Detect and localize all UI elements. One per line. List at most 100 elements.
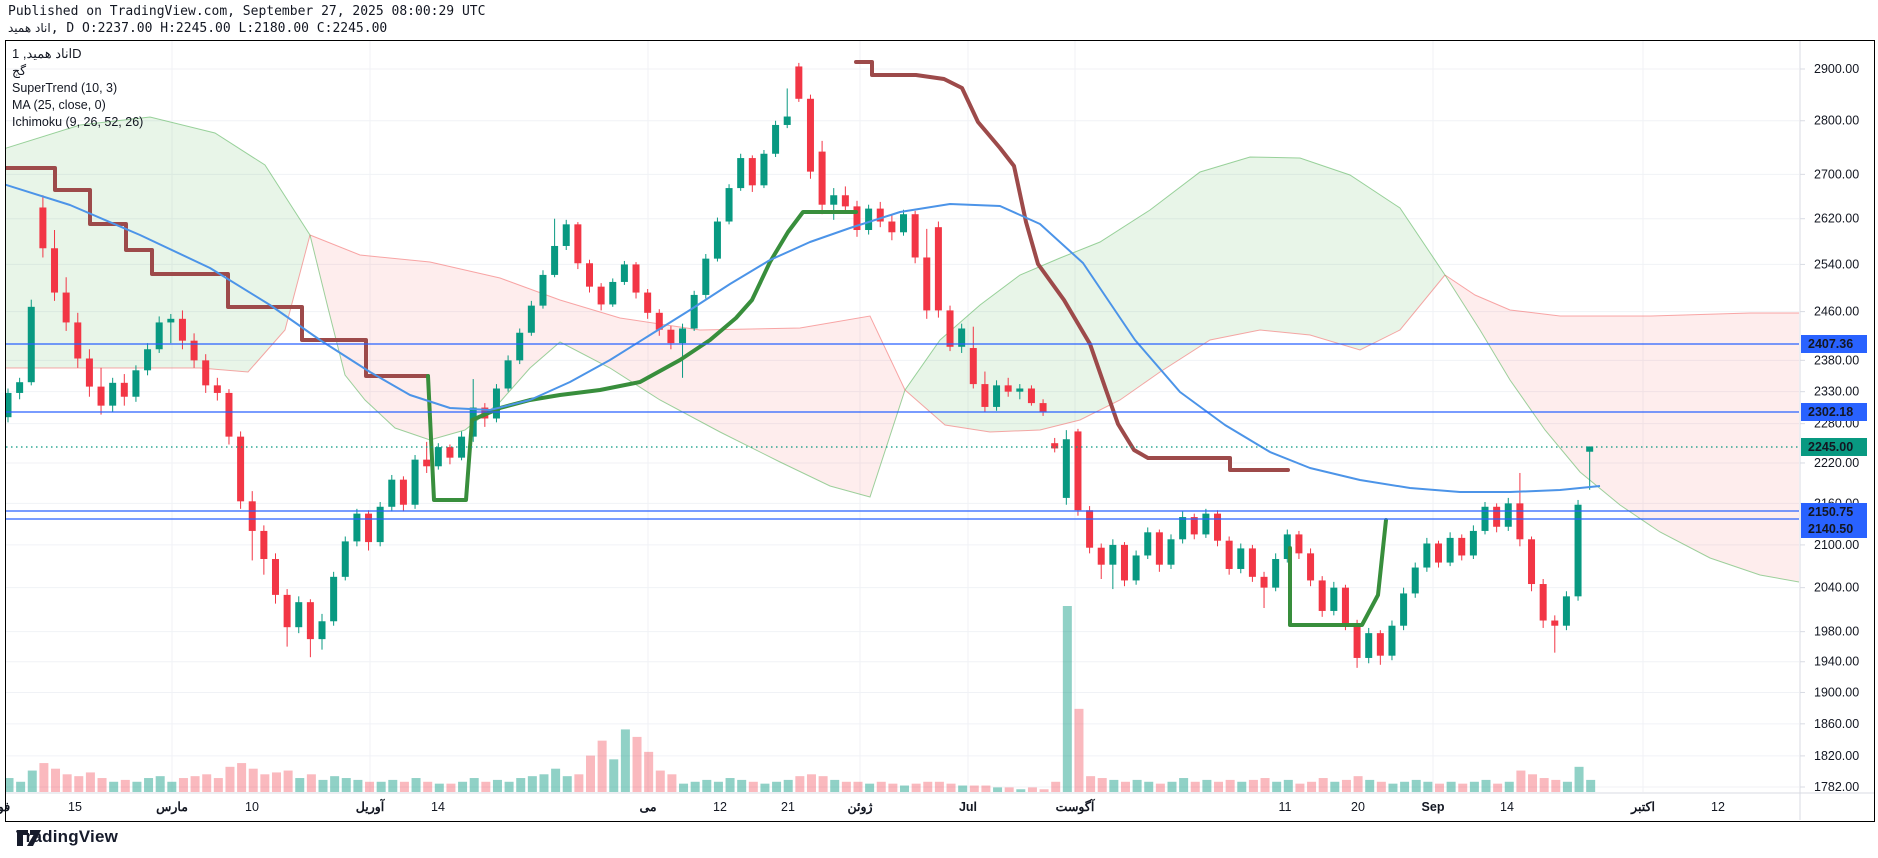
candle: [1434, 543, 1442, 563]
price-tick-label: 1860.00: [1814, 717, 1859, 731]
candle: [39, 207, 47, 249]
candle: [51, 248, 59, 293]
candle: [1027, 388, 1035, 404]
candle: [516, 332, 524, 361]
candle: [341, 541, 349, 577]
candle: [1272, 559, 1280, 588]
gridlines: [6, 41, 1799, 792]
candle: [1155, 532, 1163, 565]
candle: [74, 322, 82, 359]
price-tick-label: 1820.00: [1814, 749, 1859, 763]
time-label: 12: [713, 800, 727, 814]
candle: [1551, 620, 1559, 626]
price-tick-label: 2700.00: [1814, 167, 1859, 181]
candle: [109, 382, 117, 406]
candle: [1318, 580, 1326, 611]
legend-supertrend[interactable]: SuperTrend (10, 3): [12, 81, 118, 95]
candle: [1062, 439, 1070, 498]
candle: [609, 281, 617, 305]
candle: [818, 151, 826, 205]
candle: [167, 318, 175, 323]
volume-layer: [6, 606, 1596, 792]
candle: [760, 153, 768, 186]
candle: [85, 358, 93, 387]
price-tick-label: 1782.00: [1814, 780, 1859, 794]
candle: [260, 530, 268, 560]
time-label: آگوست: [1056, 798, 1096, 815]
price-tag: 2245.00: [1801, 438, 1867, 456]
candle: [655, 312, 663, 330]
time-label: ژوئن: [847, 800, 872, 815]
time-label: 15: [68, 800, 82, 814]
candle: [353, 513, 361, 542]
candle: [620, 264, 628, 282]
price-lines-layer[interactable]: [6, 343, 1799, 520]
candle: [178, 318, 186, 341]
time-label: 11: [1279, 800, 1292, 814]
candle: [423, 459, 431, 467]
candle: [1365, 633, 1373, 658]
time-label: Sep: [1422, 800, 1445, 814]
time-label: Jul: [959, 800, 977, 814]
candle: [132, 370, 140, 397]
candle: [1295, 534, 1303, 554]
candle: [318, 621, 326, 640]
legend-ma[interactable]: MA (25, close, 0): [12, 98, 106, 112]
candle: [1202, 513, 1210, 535]
legend-symbol[interactable]: اناد همید, 1D: [12, 46, 82, 61]
candle: [969, 348, 977, 385]
candle: [365, 513, 373, 543]
candle: [911, 214, 919, 258]
candle: [306, 602, 314, 640]
candle: [923, 257, 931, 311]
candle: [667, 329, 675, 344]
candle: [958, 328, 966, 347]
candle: [1528, 539, 1536, 585]
price-tag: 2302.18: [1801, 403, 1867, 421]
candle: [6, 392, 12, 418]
candle: [1225, 540, 1233, 569]
candle: [1132, 555, 1140, 581]
candle: [388, 479, 396, 507]
legend-ichimoku[interactable]: Ichimoku (9, 26, 52, 26): [12, 115, 144, 129]
time-label: فو: [0, 800, 10, 815]
price-tick-label: 1980.00: [1814, 625, 1859, 639]
price-axis-bg[interactable]: [1801, 41, 1874, 821]
candle: [946, 310, 954, 347]
candle: [539, 274, 547, 306]
candle: [737, 158, 745, 189]
candle: [795, 66, 803, 99]
price-tick-label: 1940.00: [1814, 655, 1859, 669]
plot-area[interactable]: [0, 41, 1799, 793]
price-axis[interactable]: 2900.00 2800.00 2700.00 2620.00 2540.00 2460.…: [1800, 62, 1867, 794]
candle: [748, 158, 756, 186]
candle: [1516, 503, 1524, 540]
candle: [399, 479, 407, 505]
candle: [504, 360, 512, 389]
time-axis[interactable]: فو 15 مارس 10 آوریل 14 می 12 21 ژوئن Jul آگوست 11 20 S…: [0, 798, 1725, 815]
legend-sub[interactable]: گج: [12, 64, 27, 78]
candle: [248, 501, 256, 531]
candle: [1260, 576, 1268, 588]
candle: [120, 382, 128, 397]
candle: [551, 245, 559, 275]
published-header: Published on TradingView.com, September …: [8, 3, 485, 37]
footer-brand[interactable]: TradingView: [16, 827, 118, 847]
candle: [1458, 537, 1466, 556]
candle: [632, 264, 640, 293]
candle: [1004, 385, 1012, 392]
price-tag: 2150.75: [1801, 503, 1867, 521]
candle: [62, 292, 70, 323]
candle: [1493, 506, 1501, 527]
candle: [1400, 593, 1408, 626]
candle: [330, 576, 338, 622]
price-tick-label: 2380.00: [1814, 353, 1859, 367]
candle: [1353, 624, 1361, 658]
price-tick-label: 2540.00: [1814, 257, 1859, 271]
price-tick-label: 2620.00: [1814, 212, 1859, 226]
candle: [1237, 548, 1245, 569]
candle: [1423, 543, 1431, 568]
candle: [1120, 544, 1128, 581]
